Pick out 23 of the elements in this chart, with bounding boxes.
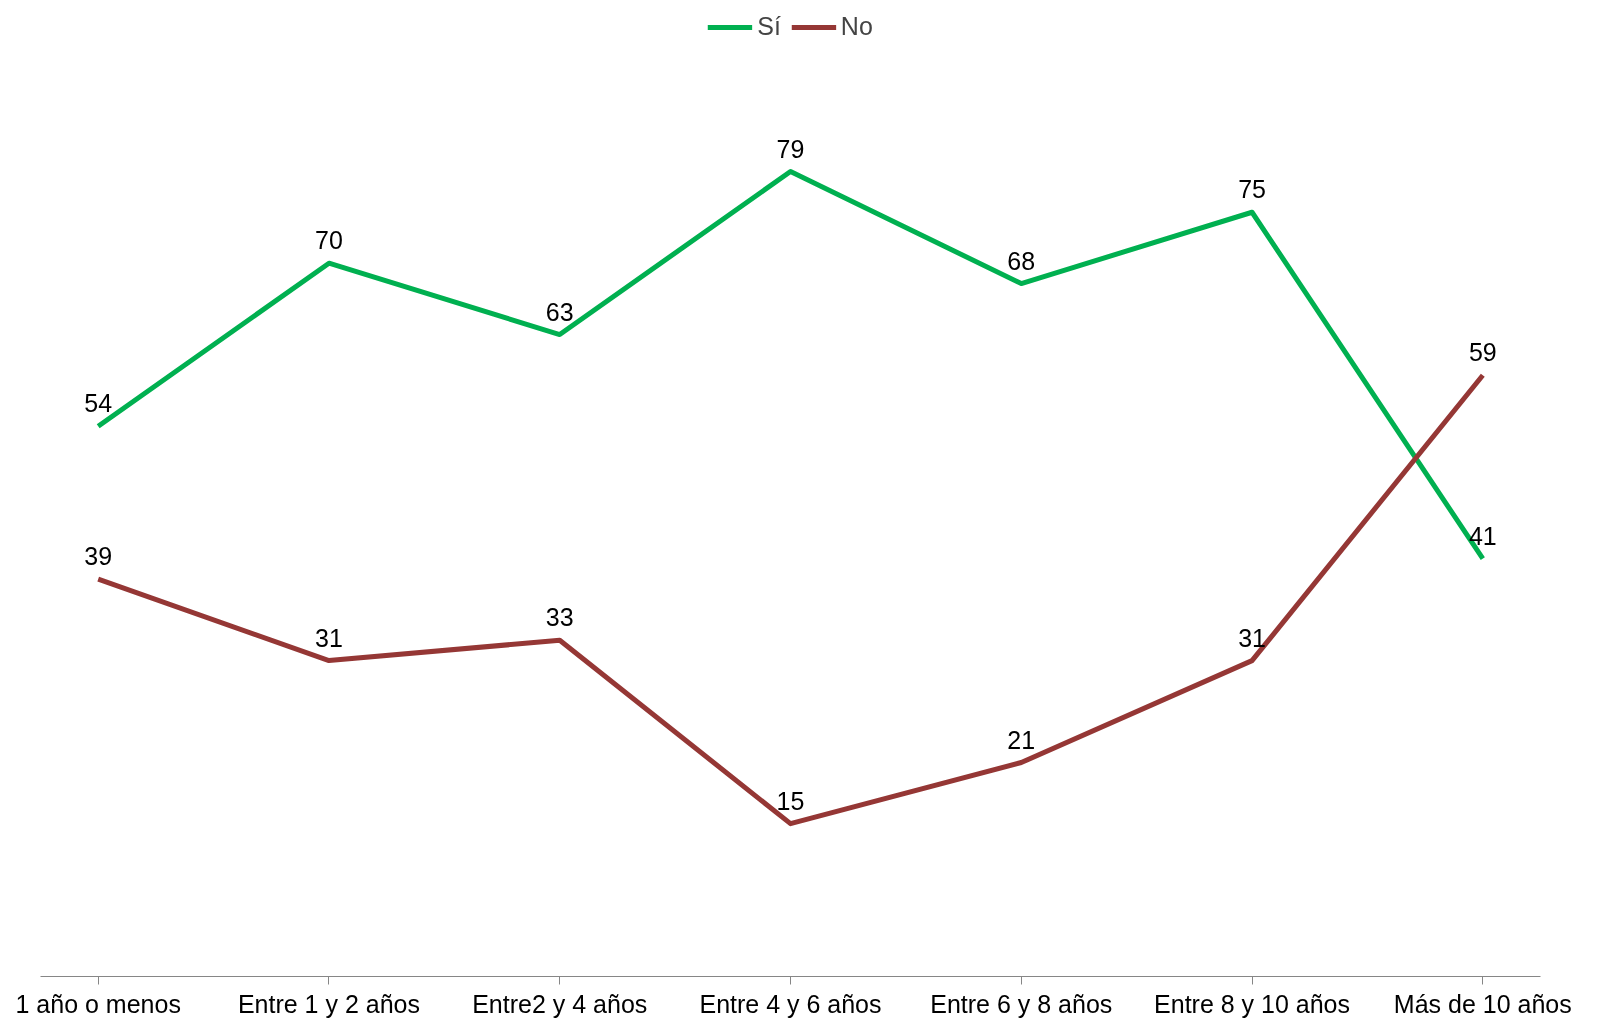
data-label: 31 bbox=[1238, 623, 1266, 652]
data-label: 54 bbox=[84, 389, 113, 418]
x-tick-label: Entre 1 y 2 años bbox=[237, 989, 420, 1018]
x-tick-label: 1 año o menos bbox=[15, 989, 181, 1018]
data-label: 70 bbox=[315, 226, 343, 255]
data-label: 79 bbox=[776, 134, 805, 163]
data-label: 21 bbox=[1007, 725, 1036, 754]
data-label: 59 bbox=[1468, 338, 1497, 367]
x-tick-label: Entre 8 y 10 años bbox=[1154, 989, 1351, 1018]
legend-label: Sí bbox=[757, 12, 781, 41]
data-label: 33 bbox=[545, 603, 574, 632]
data-label: 41 bbox=[1468, 521, 1497, 550]
data-label: 15 bbox=[776, 786, 805, 815]
data-label: 75 bbox=[1238, 175, 1266, 204]
data-label: 63 bbox=[545, 297, 574, 326]
legend-label: No bbox=[840, 12, 873, 41]
data-label: 39 bbox=[84, 542, 113, 571]
x-tick-label: Más de 10 años bbox=[1393, 989, 1572, 1018]
x-tick-label: Entre 6 y 8 años bbox=[930, 989, 1113, 1018]
x-tick-label: Entre2 y 4 años bbox=[472, 989, 648, 1018]
x-tick-label: Entre 4 y 6 años bbox=[699, 989, 882, 1018]
data-label: 68 bbox=[1007, 246, 1036, 275]
data-label: 31 bbox=[315, 623, 343, 652]
